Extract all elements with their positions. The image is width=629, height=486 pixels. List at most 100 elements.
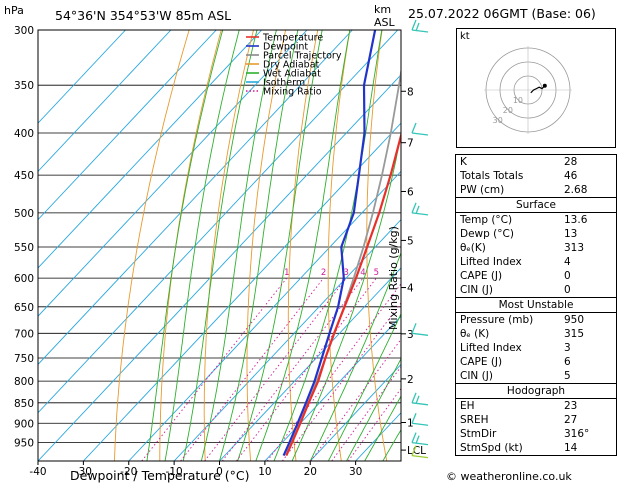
index-row: Temp (°C) 13.6 [456, 213, 616, 227]
pressure-tick-label: 400 [14, 128, 34, 140]
isotherm-line [38, 30, 172, 173]
index-row: Totals Totals 46 [456, 169, 616, 183]
index-row: θₑ(K) 313 [456, 241, 616, 255]
index-value: 2.68 [564, 184, 588, 196]
index-label: CAPE (J) [460, 270, 503, 282]
dry-adiabat [203, 30, 254, 461]
index-row: Pressure (mb) 950 [456, 313, 616, 327]
index-label: K [460, 156, 467, 168]
pressure-tick-label: 500 [14, 208, 34, 220]
pressure-tick-label: 900 [14, 418, 34, 430]
dry-adiabat [159, 30, 222, 461]
mixing-ratio-label: 4 [360, 268, 365, 278]
index-row: K 28 [456, 155, 616, 169]
wind-barb-flag [411, 202, 417, 214]
hodograph-section: Hodograph EH 23 SREH 27 StmDir 316° StmSpd (kt… [456, 383, 616, 455]
unstable-title: Most Unstable [456, 298, 616, 313]
height-tick-label: 5 [407, 235, 414, 247]
wet-adiabat [237, 30, 323, 461]
index-value: 6 [564, 356, 571, 368]
index-value: 27 [564, 414, 578, 426]
date-header: 25.07.2022 06GMT (Base: 06) [408, 6, 596, 21]
height-tick-label: 1 [407, 417, 414, 429]
isotherm-line [38, 74, 401, 461]
index-value: 46 [564, 170, 578, 182]
legend-label: Parcel Trajectory [263, 51, 342, 62]
indices-top-section: K 28 Totals Totals 46 PW (cm) 2.68 [456, 155, 616, 197]
legend-label: Dry Adiabat [263, 60, 320, 71]
dry-adiabat [366, 30, 388, 461]
x-tick-label: -40 [29, 466, 46, 478]
mixing-ratio-line [180, 277, 324, 461]
wind-barb-flag [411, 445, 417, 456]
index-label: CIN (J) [460, 284, 493, 296]
surface-title: Surface [456, 198, 616, 213]
index-value: 5 [564, 370, 571, 382]
index-label: Lifted Index [460, 342, 522, 354]
isotherm-line [38, 30, 353, 366]
wet-adiabat [200, 30, 277, 461]
isotherm-line [264, 315, 401, 461]
mixing-ratio-label: 3 [344, 268, 349, 278]
wind-barb [411, 332, 429, 336]
isotherm-line [38, 30, 308, 317]
mixing-ratio-label: 10 [414, 268, 425, 278]
x-tick-label: 30 [349, 466, 362, 478]
index-row: Dewp (°C) 13 [456, 227, 616, 241]
index-row: CAPE (J) 0 [456, 269, 616, 283]
isotherm-line [309, 363, 401, 461]
wind-barb-flag [411, 323, 417, 334]
legend-label: Temperature [262, 33, 323, 44]
index-label: θₑ(K) [460, 242, 486, 254]
hodograph-unit: kt [460, 31, 470, 42]
index-row: EH 23 [456, 399, 616, 413]
index-value: 0 [564, 284, 571, 296]
hodograph-rows: EH 23 SREH 27 StmDir 316° StmSpd (kt) 14 [456, 399, 616, 455]
pressure-tick-label: 650 [14, 302, 34, 314]
index-row: PW (cm) 2.68 [456, 183, 616, 197]
wind-barb [411, 441, 429, 446]
isotherm-line [173, 218, 401, 461]
height-tick-label: 6 [407, 186, 414, 198]
index-value: 315 [564, 328, 585, 340]
wind-barb-flag [411, 413, 417, 424]
credit-text: © weatheronline.co.uk [446, 470, 572, 483]
index-label: CIN (J) [460, 370, 493, 382]
wind-barb-flag [411, 432, 417, 443]
pressure-unit-label: hPa [4, 4, 24, 17]
height-tick-label: 2 [407, 374, 414, 386]
index-value: 4 [564, 256, 571, 268]
dry-adiabat [246, 30, 287, 461]
index-row: CIN (J) 5 [456, 369, 616, 383]
mixing-ratio-line [141, 277, 288, 461]
x-tick-label: 0 [216, 466, 223, 478]
dewpoint-line [282, 30, 377, 457]
height-unit-label-2: ASL [374, 16, 396, 29]
surface-rows: Temp (°C) 13.6 Dewp (°C) 13 θₑ(K) 313 Lifted I… [456, 213, 616, 297]
height-tick-label: 4 [407, 283, 414, 295]
legend-label: Wet Adiabat [263, 69, 321, 80]
index-label: Lifted Index [460, 256, 522, 268]
isotherm-line [219, 267, 401, 461]
mixing-ratio-label: 5 [374, 268, 379, 278]
chart-series [282, 30, 401, 457]
dry-adiabat [114, 30, 190, 461]
pressure-tick-label: 450 [14, 170, 34, 182]
wind-barb [411, 454, 429, 459]
index-row: Lifted Index 4 [456, 255, 616, 269]
index-label: StmSpd (kt) [460, 442, 523, 454]
index-value: 13.6 [564, 214, 588, 226]
index-row: StmSpd (kt) 14 [456, 441, 616, 455]
index-value: 3 [564, 342, 571, 354]
index-value: 28 [564, 156, 578, 168]
temperature-line [285, 130, 401, 457]
x-tick-label: 10 [258, 466, 271, 478]
hodograph-ring-label: 30 [493, 116, 503, 125]
index-label: PW (cm) [460, 184, 505, 196]
pressure-tick-label: 350 [14, 80, 34, 92]
index-label: StmDir [460, 428, 497, 440]
hodograph-ring-label: 20 [503, 106, 513, 115]
